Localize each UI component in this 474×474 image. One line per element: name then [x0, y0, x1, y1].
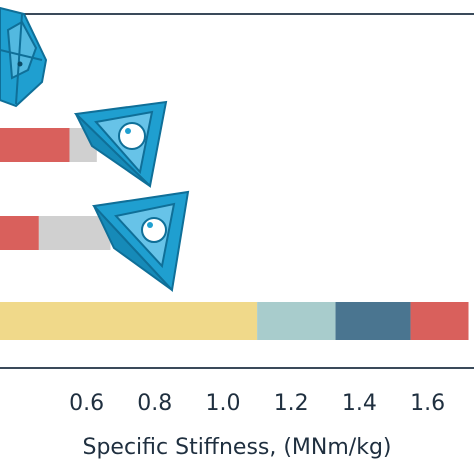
bar-segment-red: [0, 128, 70, 162]
octet-lattice-icon: [0, 6, 48, 108]
bar-group: [0, 128, 469, 340]
tetrahedron-cell-icon-small: [91, 190, 190, 293]
bar-segment-red: [410, 302, 469, 340]
x-tick-label: 1.4: [342, 391, 377, 416]
bar-segment-yellow: [0, 302, 258, 340]
x-tick-label: 0.8: [137, 391, 172, 416]
x-tick-label: 0.6: [69, 391, 104, 416]
bar-segment-red: [0, 216, 39, 250]
x-tick-label: 1.2: [274, 391, 309, 416]
x-tick-label: 1.0: [206, 391, 241, 416]
bar-segment-lightblue: [257, 302, 336, 340]
tetrahedron-cell-icon: [73, 100, 168, 189]
x-tick-labels: 0.6 0.8 1.0 1.2 1.4 1.6: [69, 391, 445, 416]
x-tick-label: 1.6: [410, 391, 445, 416]
x-axis-title: Specific Stiffness, (MNm/kg): [82, 435, 391, 460]
bar-segment-gray: [38, 216, 111, 250]
bar-segment-steelblue: [335, 302, 411, 340]
